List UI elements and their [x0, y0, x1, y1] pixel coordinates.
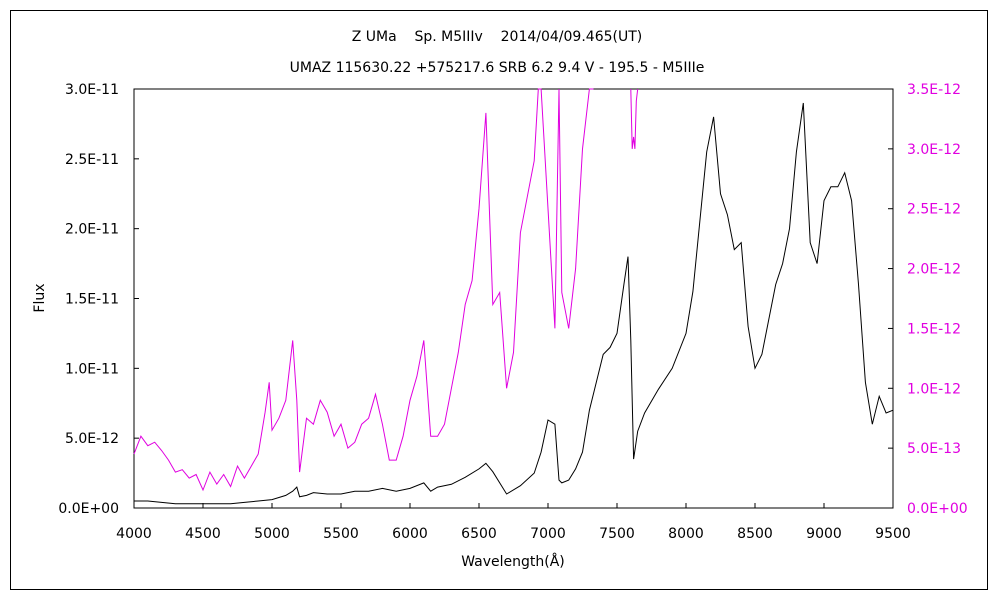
x-tick-label: 8500 — [737, 526, 773, 542]
y-axis-right: 0.0E+00 5.0E-13 1.0E-12 1.5E-12 2.0E-12 2.5E-… — [888, 82, 968, 517]
series-line-1 — [133, 88, 594, 492]
x-axis-label: Wavelength(Å) — [461, 553, 565, 570]
y2-tick-label: 2.5E-12 — [907, 202, 961, 218]
y2-tick-label: 3.5E-12 — [907, 82, 961, 98]
y2-tick-label: 1.5E-12 — [907, 321, 961, 337]
y2-tick-label: 3.0E-12 — [907, 142, 961, 158]
y2-tick-label: 0.0E+00 — [907, 501, 968, 517]
y-tick-label: 1.0E-11 — [65, 361, 119, 377]
y-axis-left: 0.0E+00 5.0E-12 1.0E-11 1.5E-11 2.0E-11 2.5E-… — [58, 82, 139, 517]
x-tick-label: 6000 — [392, 526, 428, 542]
series-line-0 — [134, 102, 894, 505]
series-line-2 — [630, 88, 639, 149]
y-tick-label: 5.0E-12 — [65, 431, 119, 447]
chart-frame — [10, 10, 988, 590]
x-tick-label: 4000 — [116, 526, 152, 542]
y2-tick-label: 5.0E-13 — [907, 441, 961, 457]
y-tick-label: 3.0E-11 — [65, 82, 119, 98]
x-tick-label: 6500 — [461, 526, 497, 542]
series-layer — [133, 88, 894, 505]
x-tick-label: 8000 — [668, 526, 704, 542]
y-tick-label: 2.5E-11 — [65, 152, 119, 168]
chart-subtitle: UMAZ 115630.22 +575217.6 SRB 6.2 9.4 V -… — [290, 60, 705, 76]
x-tick-label: 7000 — [530, 526, 566, 542]
x-tick-label: 9500 — [875, 526, 911, 542]
chart-title: Z UMa Sp. M5IIIv 2014/04/09.465(UT) — [352, 29, 642, 45]
x-tick-label: 5500 — [323, 526, 359, 542]
y-axis-label: Flux — [32, 283, 48, 312]
plot-area — [133, 88, 894, 509]
x-tick-label: 9000 — [806, 526, 842, 542]
y2-tick-label: 1.0E-12 — [907, 381, 961, 397]
y-tick-label: 0.0E+00 — [58, 501, 119, 517]
x-axis: 4000 4500 5000 5500 6000 6500 7000 7500 8000 8500… — [116, 503, 911, 542]
x-tick-label: 4500 — [185, 526, 221, 542]
x-tick-label: 7500 — [599, 526, 635, 542]
y-tick-label: 1.5E-11 — [65, 292, 119, 308]
y-tick-label: 2.0E-11 — [65, 222, 119, 238]
y2-tick-label: 2.0E-12 — [907, 262, 961, 278]
x-tick-label: 5000 — [254, 526, 290, 542]
